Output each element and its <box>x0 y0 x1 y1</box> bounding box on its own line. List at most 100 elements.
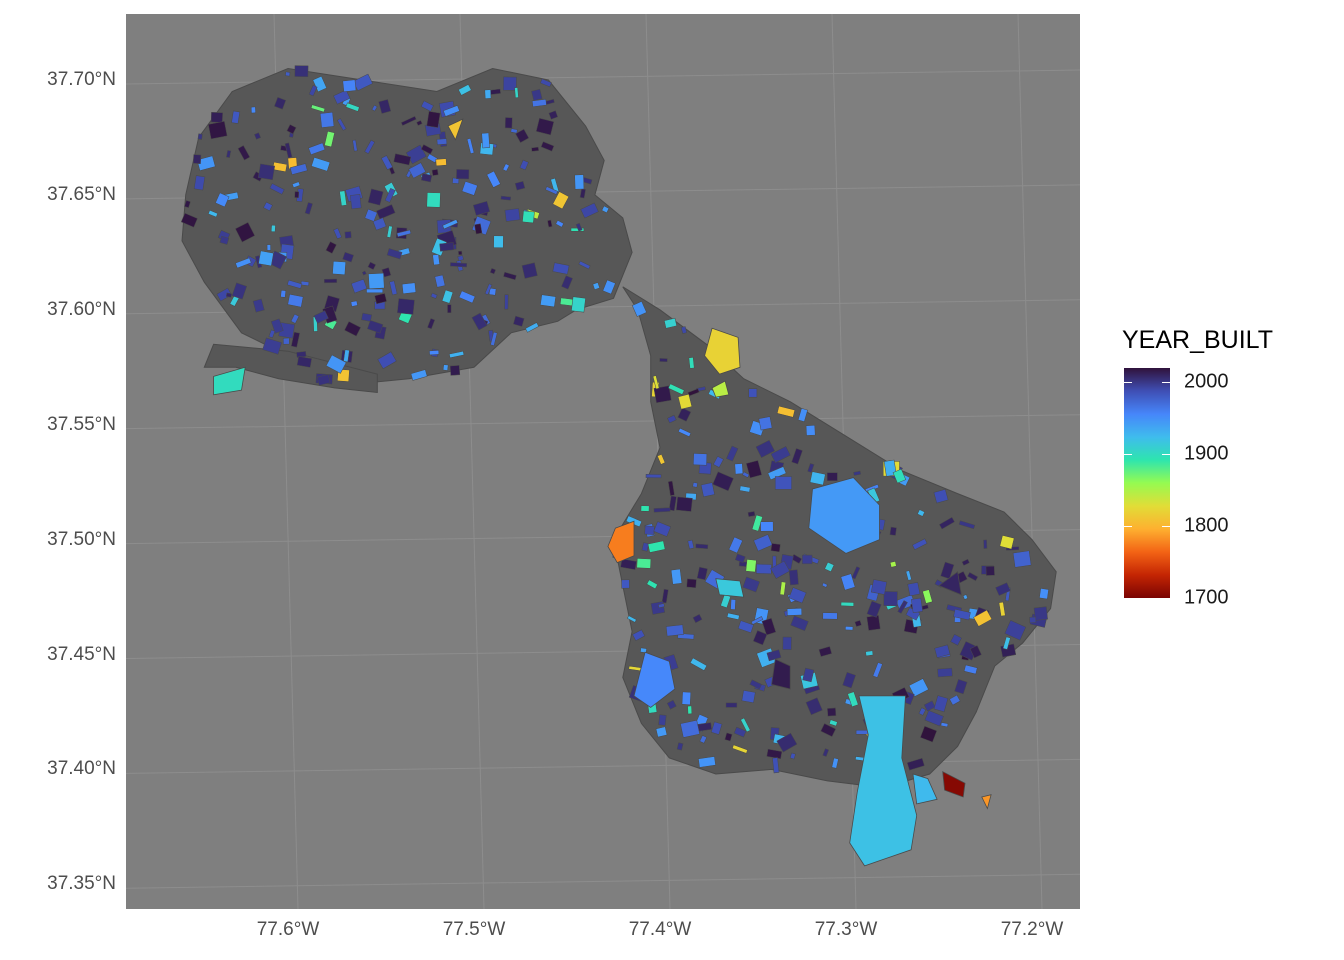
parcel <box>655 726 668 738</box>
parcel <box>237 145 251 161</box>
parcel <box>400 115 417 126</box>
parcel <box>892 468 907 484</box>
parcel <box>448 350 465 359</box>
parcel <box>580 202 599 219</box>
parcel <box>917 509 926 517</box>
parcel <box>308 84 318 97</box>
parcel <box>995 582 1011 596</box>
parcel <box>601 205 610 214</box>
parcel <box>657 453 666 465</box>
x-tick-label: 77.5°W <box>442 919 506 940</box>
parcel <box>274 96 287 110</box>
parcel <box>466 137 475 154</box>
parcel <box>336 118 347 131</box>
parcel <box>940 722 949 728</box>
parcel <box>452 177 460 184</box>
parcel <box>522 210 535 224</box>
parcel <box>285 71 291 77</box>
large-parcel <box>704 327 741 375</box>
parcel <box>667 480 675 496</box>
parcel <box>897 600 908 614</box>
parcel <box>663 317 678 329</box>
parcel <box>197 133 203 140</box>
parcel <box>493 235 504 249</box>
parcel <box>922 589 933 604</box>
parcel <box>918 707 927 716</box>
parcel <box>513 315 525 327</box>
large-parcel <box>715 578 745 598</box>
parcel <box>668 495 677 512</box>
parcel <box>344 231 352 239</box>
parcel <box>426 192 441 208</box>
parcel <box>1012 550 1032 568</box>
parcel <box>865 650 874 657</box>
parcel <box>653 507 671 513</box>
parcel <box>481 132 490 149</box>
parcel <box>969 645 982 659</box>
parcel <box>820 723 837 737</box>
parcel <box>540 294 557 308</box>
parcel <box>770 543 781 553</box>
parcel <box>645 474 662 479</box>
parcel <box>350 278 368 294</box>
parcel <box>866 615 881 631</box>
parcel <box>809 471 826 486</box>
parcel <box>484 89 492 99</box>
parcel <box>578 260 591 270</box>
parcel <box>294 191 300 198</box>
parcel <box>389 280 398 296</box>
parcel <box>802 667 815 683</box>
parcel <box>500 195 512 201</box>
parcel <box>1004 620 1027 641</box>
parcel <box>401 282 417 295</box>
parcel <box>215 192 230 208</box>
parcel <box>739 485 751 493</box>
parcel <box>854 619 862 627</box>
parcel <box>342 251 354 263</box>
parcel <box>258 163 275 181</box>
parcel <box>207 209 219 218</box>
parcel <box>693 453 708 466</box>
parcel <box>688 357 695 369</box>
parcel <box>906 757 925 771</box>
parcel <box>332 260 346 275</box>
parcel <box>1029 616 1037 624</box>
parcel <box>652 375 660 390</box>
parcel <box>372 217 387 231</box>
parcel <box>985 566 995 576</box>
parcel <box>911 597 923 613</box>
parcel <box>339 190 347 207</box>
parcel <box>531 146 539 152</box>
parcel <box>436 138 448 146</box>
parcel <box>286 279 303 289</box>
parcel <box>474 223 483 235</box>
legend-break-label: 1900 <box>1184 442 1229 465</box>
large-parcel <box>942 771 966 798</box>
parcel <box>677 393 693 410</box>
parcel <box>552 262 570 275</box>
parcel <box>726 445 739 462</box>
parcel <box>745 460 763 479</box>
parcel <box>502 163 510 172</box>
parcel <box>937 667 953 678</box>
parcel <box>789 752 796 760</box>
y-tick-label: 37.35°N <box>47 873 116 895</box>
parcel <box>449 365 461 376</box>
parcel <box>797 408 808 423</box>
parcel <box>219 235 230 245</box>
parcel <box>905 570 912 581</box>
parcel <box>290 331 301 348</box>
parcel <box>514 180 526 191</box>
large-parcel <box>849 695 918 867</box>
parcel <box>758 416 773 431</box>
parcel <box>933 489 949 504</box>
parcel <box>345 102 360 112</box>
y-tick-label: 37.60°N <box>47 298 116 320</box>
parcel <box>920 725 938 743</box>
parcel <box>408 162 427 179</box>
parcel <box>397 298 415 315</box>
parcel <box>393 153 412 166</box>
parcel <box>371 104 378 112</box>
parcel <box>602 279 616 295</box>
parcel <box>503 76 517 91</box>
